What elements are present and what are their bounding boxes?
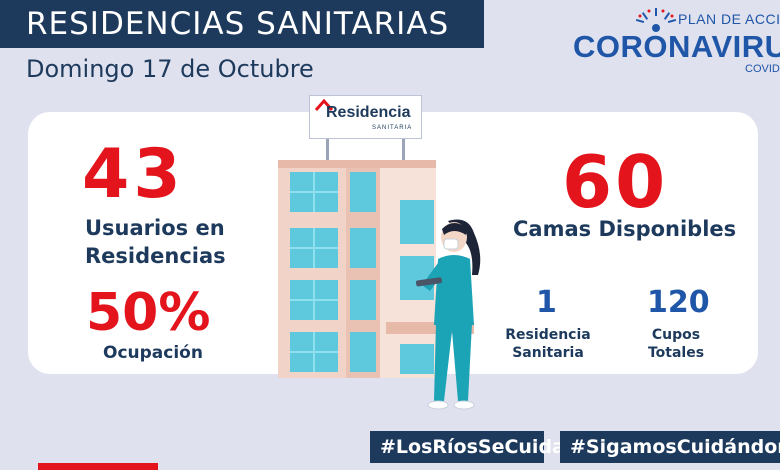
- beds-label: Camas Disponibles: [513, 217, 737, 241]
- hashtag-los-rios: #LosRíosSeCuida: [370, 431, 565, 463]
- users-label-line2: Residencias: [85, 244, 226, 268]
- residencia-sign: Residencia SANITARIA: [309, 95, 422, 139]
- residences-label-line1: Residencia: [505, 327, 591, 343]
- page-title: RESIDENCIAS SANITARIAS: [0, 0, 484, 48]
- logo-covid-text: COVID-19: [745, 63, 780, 75]
- users-label: Usuarios en Residencias: [85, 214, 226, 270]
- residences-label-line2: Sanitaria: [512, 345, 584, 361]
- slots-count: 120: [647, 285, 710, 320]
- date-label: Domingo 17 de Octubre: [26, 55, 314, 83]
- slots-label-line1: Cupos: [651, 327, 701, 343]
- sun-rays-icon: [635, 8, 677, 32]
- slots-label-line2: Totales: [647, 345, 705, 361]
- residences-label: Residencia Sanitaria: [498, 326, 598, 362]
- nurse-illustration: [415, 219, 481, 410]
- hashtag-sigamos: #SigamosCuidándonos: [560, 431, 780, 463]
- slots-label: Cupos Totales: [626, 326, 726, 362]
- logo-coronavirus-text: CORONAVIRUS: [573, 29, 780, 64]
- beds-count: 60: [562, 140, 669, 224]
- logo-plan-text: PLAN DE ACCIÓN: [678, 11, 780, 27]
- users-count: 43: [82, 135, 185, 214]
- occupancy-value: 50%: [86, 283, 211, 343]
- house-roof-icon: [314, 98, 334, 111]
- sign-subtitle: SANITARIA: [372, 125, 413, 131]
- sign-name: Residencia: [326, 104, 411, 121]
- residences-count: 1: [536, 285, 557, 320]
- footer-accent-bar: [38, 463, 158, 470]
- users-label-line1: Usuarios en: [85, 216, 225, 240]
- occupancy-label: Ocupación: [103, 343, 203, 363]
